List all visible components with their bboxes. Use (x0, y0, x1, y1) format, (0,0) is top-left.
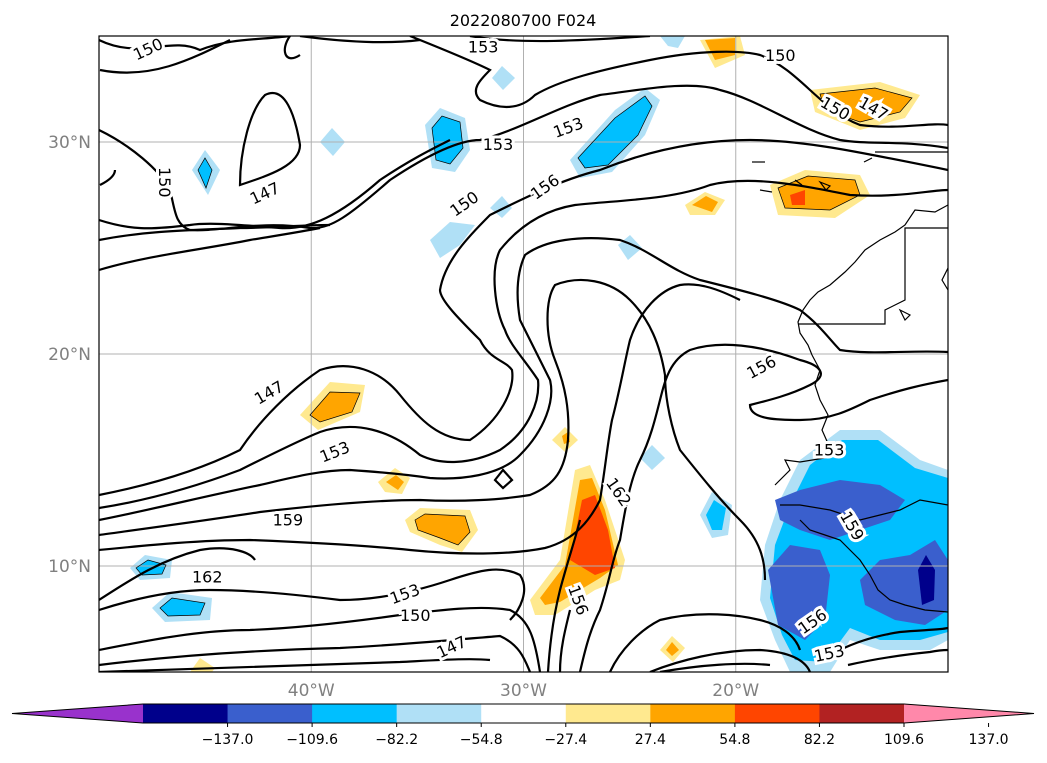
lat-label: 30°N (48, 133, 91, 153)
colorbar-segment (481, 704, 567, 723)
figure-title: 2022080700 F024 (450, 11, 597, 30)
colorbar-tick-label: −54.8 (460, 732, 503, 748)
colorbar-tick-label: 54.8 (719, 732, 750, 748)
lon-label: 30°W (500, 681, 547, 701)
contour-label: 153 (814, 440, 845, 459)
coastline (752, 151, 948, 613)
lat-label: 10°N (48, 557, 91, 577)
colorbar-segment (312, 704, 398, 723)
colorbar-segment (396, 704, 482, 723)
contour-label: 150 (765, 46, 796, 65)
colorbar-tick-label: 109.6 (884, 732, 924, 748)
colorbar-segment (227, 704, 313, 723)
lon-label: 20°W (712, 681, 759, 701)
lon-label: 40°W (288, 681, 335, 701)
colorbar-extend-high (904, 704, 1034, 723)
height-contours (99, 36, 948, 672)
colorbar-tick-label: −82.2 (375, 732, 418, 748)
colorbar-segment (734, 704, 820, 723)
colorbar-tick-label: 137.0 (969, 732, 1009, 748)
anomaly-shading (130, 36, 948, 672)
latitude-labels: 30°N 20°N 10°N (48, 133, 91, 577)
colorbar-extend-low (12, 704, 143, 723)
cool-anomaly-region (130, 36, 948, 672)
contour-label: 162 (192, 568, 223, 587)
warm-anomaly-region (190, 36, 920, 672)
colorbar-segment (143, 704, 229, 723)
colorbar: −137.0 −109.6 −82.2 −54.8 −27.4 27.4 54.8 82.2 1… (11, 703, 1035, 748)
map-gridlines (99, 36, 948, 672)
colorbar-segment (819, 704, 905, 723)
longitude-labels: 40°W 30°W 20°W (288, 681, 760, 701)
lat-label: 20°N (48, 345, 91, 365)
colorbar-outline (11, 703, 1035, 724)
colorbar-segment (565, 704, 651, 723)
contour-label: 153 (483, 135, 514, 154)
contour-label: 150 (155, 167, 174, 198)
map-frame (98, 35, 949, 673)
colorbar-segment (650, 704, 736, 723)
colorbar-tick-label: −137.0 (202, 732, 254, 748)
contour-label: 159 (273, 510, 304, 529)
colorbar-tick-label: 82.2 (804, 732, 835, 748)
contour-label: 150 (400, 606, 431, 625)
colorbar-tick-label: −109.6 (286, 732, 338, 748)
contour-label: 153 (468, 38, 499, 57)
colorbar-tick-label: −27.4 (544, 732, 587, 748)
anomaly-outlines (135, 87, 913, 617)
colorbar-tick-label: 27.4 (635, 732, 666, 748)
